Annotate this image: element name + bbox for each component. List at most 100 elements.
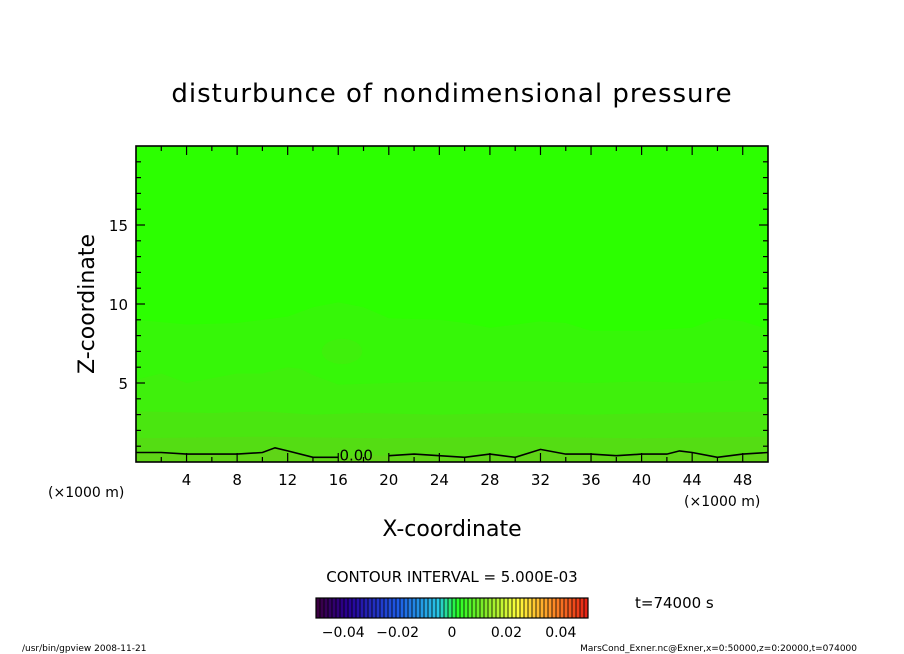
footer-left: /usr/bin/gpview 2008-11-21 bbox=[22, 644, 146, 654]
contour-interval: CONTOUR INTERVAL = 5.000E-03 bbox=[326, 568, 577, 586]
x-tick-label: 20 bbox=[379, 471, 398, 489]
colorbar-cell bbox=[496, 598, 500, 618]
colorbar-cell bbox=[580, 598, 584, 618]
y-unit-label: (×1000 m) bbox=[48, 485, 124, 501]
colorbar-cell bbox=[584, 598, 588, 618]
time-label: t=74000 s bbox=[635, 594, 714, 612]
colorbar-cell bbox=[516, 598, 520, 618]
fill-blob bbox=[321, 338, 363, 365]
colorbar-cell bbox=[500, 598, 504, 618]
colorbar-cell bbox=[392, 598, 396, 618]
colorbar-cell bbox=[544, 598, 548, 618]
fill-band-5 bbox=[136, 447, 768, 462]
colorbar-cell bbox=[344, 598, 348, 618]
x-tick-label: 44 bbox=[683, 471, 702, 489]
colorbar-cell bbox=[448, 598, 452, 618]
colorbar-cell bbox=[328, 598, 332, 618]
x-tick-label: 16 bbox=[329, 471, 348, 489]
footer-right: MarsCond_Exner.nc@Exner,x=0:50000,z=0:20… bbox=[580, 644, 857, 654]
colorbar-cell bbox=[324, 598, 328, 618]
x-axis: 4 8 12 16 20 24 28 32 36 40 44 48 bbox=[160, 146, 752, 489]
y-tick-label: 10 bbox=[109, 296, 128, 314]
x-tick-label: 40 bbox=[632, 471, 651, 489]
colorbar-cell bbox=[576, 598, 580, 618]
colorbar-cell bbox=[380, 598, 384, 618]
colorbar-cell bbox=[536, 598, 540, 618]
colorbar-cell bbox=[412, 598, 416, 618]
colorbar bbox=[315, 597, 589, 619]
colorbar-cell bbox=[548, 598, 552, 618]
colorbar-cell bbox=[464, 598, 468, 618]
colorbar-cell bbox=[348, 598, 352, 618]
colorbar-cell bbox=[524, 598, 528, 618]
colorbar-cell bbox=[416, 598, 420, 618]
colorbar-cell bbox=[424, 598, 428, 618]
colorbar-cell bbox=[556, 598, 560, 618]
colorbar-cell bbox=[480, 598, 484, 618]
colorbar-cell bbox=[528, 598, 532, 618]
y-tick-label: 5 bbox=[118, 375, 128, 393]
y-axis: 5 10 15 bbox=[109, 161, 768, 447]
colorbar-cell bbox=[388, 598, 392, 618]
colorbar-cell bbox=[360, 598, 364, 618]
plot-area bbox=[136, 146, 768, 462]
colorbar-labels: −0.04 −0.02 0 0.02 0.04 bbox=[322, 625, 577, 641]
x-tick-label: 8 bbox=[232, 471, 242, 489]
colorbar-cell bbox=[552, 598, 556, 618]
colorbar-cell bbox=[504, 598, 508, 618]
colorbar-tick-label: −0.04 bbox=[322, 625, 365, 641]
colorbar-cell bbox=[316, 598, 320, 618]
colorbar-cell bbox=[436, 598, 440, 618]
colorbar-cell bbox=[356, 598, 360, 618]
colorbar-cell bbox=[372, 598, 376, 618]
colorbar-cell bbox=[364, 598, 368, 618]
colorbar-cell bbox=[384, 598, 388, 618]
colorbar-cell bbox=[520, 598, 524, 618]
colorbar-cell bbox=[440, 598, 444, 618]
colorbar-tick-label: −0.02 bbox=[376, 625, 419, 641]
colorbar-cell bbox=[336, 598, 340, 618]
colorbar-cell bbox=[468, 598, 472, 618]
colorbar-cell bbox=[320, 598, 324, 618]
x-tick-label: 48 bbox=[733, 471, 752, 489]
colorbar-cell bbox=[568, 598, 572, 618]
colorbar-cell bbox=[352, 598, 356, 618]
colorbar-tick-label: 0 bbox=[448, 625, 457, 641]
zero-contour-segment bbox=[136, 446, 339, 459]
y-tick-label: 15 bbox=[109, 217, 128, 235]
colorbar-cell bbox=[444, 598, 448, 618]
x-tick-label: 4 bbox=[182, 471, 192, 489]
colorbar-cell bbox=[368, 598, 372, 618]
colorbar-cell bbox=[452, 598, 456, 618]
colorbar-cell bbox=[432, 598, 436, 618]
colorbar-tick-label: 0.02 bbox=[491, 625, 522, 641]
x-tick-label: 28 bbox=[480, 471, 499, 489]
colorbar-cell bbox=[492, 598, 496, 618]
colorbar-cell bbox=[560, 598, 564, 618]
colorbar-cell bbox=[476, 598, 480, 618]
x-tick-label: 24 bbox=[430, 471, 449, 489]
colorbar-cell bbox=[460, 598, 464, 618]
x-unit-label: (×1000 m) bbox=[684, 494, 760, 510]
colorbar-cell bbox=[396, 598, 400, 618]
x-tick-label: 36 bbox=[581, 471, 600, 489]
x-axis-title: X-coordinate bbox=[382, 517, 521, 542]
y-axis-title: Z-coordinate bbox=[75, 234, 100, 374]
colorbar-cell bbox=[564, 598, 568, 618]
colorbar-cell bbox=[340, 598, 344, 618]
colorbar-cell bbox=[456, 598, 460, 618]
colorbar-cell bbox=[408, 598, 412, 618]
colorbar-cell bbox=[400, 598, 404, 618]
colorbar-cell bbox=[532, 598, 536, 618]
colorbar-cell bbox=[472, 598, 476, 618]
colorbar-cell bbox=[484, 598, 488, 618]
colorbar-cell bbox=[508, 598, 512, 618]
colorbar-cell bbox=[376, 598, 380, 618]
chart-title: disturbunce of nondimensional pressure bbox=[171, 79, 732, 109]
colorbar-cell bbox=[540, 598, 544, 618]
colorbar-cell bbox=[488, 598, 492, 618]
colorbar-cell bbox=[420, 598, 424, 618]
colorbar-cell bbox=[512, 598, 516, 618]
x-tick-label: 32 bbox=[531, 471, 550, 489]
